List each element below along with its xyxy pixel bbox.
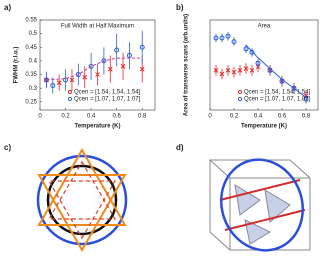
y-tick-label: 0.25 xyxy=(25,99,37,105)
legend-marker xyxy=(67,96,73,102)
point xyxy=(237,68,243,73)
y-tick-label: 0.35 xyxy=(25,72,37,78)
fit-line xyxy=(46,57,143,81)
point xyxy=(213,35,219,41)
point xyxy=(139,66,145,72)
y-tick-label: 0.4 xyxy=(29,58,38,64)
chart-title: Area xyxy=(258,24,271,30)
legend-label: Qcen = [1.54, 1.54, 1.54] xyxy=(244,90,311,96)
point xyxy=(56,80,62,86)
point xyxy=(95,72,100,77)
legend-marker xyxy=(237,96,243,102)
y-tick-label: 0.5 xyxy=(29,31,38,37)
point xyxy=(88,63,94,69)
point xyxy=(219,71,225,77)
point xyxy=(120,64,126,69)
x-tick-label: 0 xyxy=(208,114,212,120)
point xyxy=(63,77,69,83)
legend-marker xyxy=(67,89,73,95)
x-tick-label: 0.2 xyxy=(230,114,239,120)
x-tick-label: 0.6 xyxy=(112,114,121,120)
point xyxy=(231,39,237,45)
panel-label: a) xyxy=(4,3,11,12)
point xyxy=(249,49,255,55)
pyrochlore-diagram xyxy=(209,158,311,252)
point xyxy=(291,85,297,91)
point xyxy=(50,82,56,88)
point xyxy=(249,68,255,73)
point xyxy=(101,58,107,64)
x-axis-label: Temperature (K) xyxy=(75,124,121,130)
point xyxy=(69,77,75,83)
y-tick-label: 0.3 xyxy=(29,86,38,92)
panel-label: d) xyxy=(176,143,184,152)
point xyxy=(213,68,219,73)
point xyxy=(82,74,88,80)
chart-title: Full Width at Half Maximum xyxy=(61,24,134,30)
point xyxy=(75,72,81,78)
x-tick-label: 0 xyxy=(38,114,42,120)
panel-label: c) xyxy=(4,143,11,152)
legend-marker xyxy=(237,89,243,95)
y-tick-label: 0.55 xyxy=(25,18,37,24)
point xyxy=(231,69,237,75)
kagome-diagram xyxy=(36,147,128,253)
point xyxy=(225,33,231,39)
point xyxy=(243,66,249,71)
point xyxy=(114,47,120,53)
point xyxy=(107,66,113,72)
x-axis-label: Temperature (K) xyxy=(241,124,287,130)
legend-label: Qcen = [1.07, 1.07, 1.07] xyxy=(244,97,311,103)
legend-label: Qcen = [1.54, 1.54, 1.54] xyxy=(74,90,141,96)
y-axis-label: Area of transverse scans (arb.units) xyxy=(184,14,190,116)
x-tick-label: 0.2 xyxy=(61,114,70,120)
fit-line xyxy=(245,44,307,98)
plot-frame xyxy=(209,19,319,111)
point xyxy=(243,46,249,52)
point xyxy=(139,44,145,50)
x-tick-label: 0.4 xyxy=(254,114,263,120)
point xyxy=(255,60,261,66)
y-axis-label: FWHM (r.l.u.) xyxy=(14,47,20,84)
y-tick-label: 0.45 xyxy=(25,45,37,51)
point xyxy=(219,35,225,41)
panel-label: b) xyxy=(176,3,184,12)
point xyxy=(126,52,132,58)
x-tick-label: 0.4 xyxy=(87,114,96,120)
plot-frame xyxy=(39,19,156,111)
x-tick-label: 0.8 xyxy=(138,114,147,120)
legend-label: Qcen = [1.07, 1.07, 1.07] xyxy=(74,97,141,103)
x-tick-label: 0.8 xyxy=(302,114,311,120)
x-tick-label: 0.6 xyxy=(278,114,287,120)
point xyxy=(225,68,231,73)
